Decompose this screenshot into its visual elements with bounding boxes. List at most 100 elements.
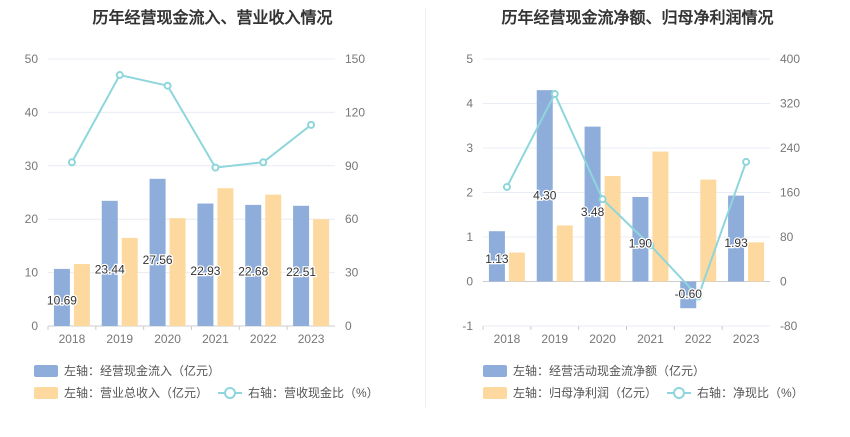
legend-label: 左轴：经营活动现金流净额（亿元） [513,364,706,378]
bar-primary [536,90,553,282]
bar-secondary [556,225,573,282]
ratio-line-point [307,120,316,129]
right-axis-tick-label: 320 [780,97,800,111]
legend-label: 右轴：净现比（%） [697,386,804,400]
ratio-line [71,73,312,169]
bar-primary [149,178,166,326]
bar-primary [53,268,70,326]
ratio-line-point [694,292,703,301]
right-axis-tick-label: 0 [780,275,787,289]
bar-secondary [217,188,234,326]
bar-data-label: -0.60 [675,287,703,301]
bar-primary [632,196,649,282]
x-axis-tick-label: 2018 [59,332,86,346]
bar-data-label: 27.56 [143,253,173,267]
bar-secondary [313,219,330,326]
bar-data-label: 1.90 [629,236,653,250]
x-axis-tick-label: 2019 [106,332,133,346]
chart-panel-left: 历年经营现金流入、营业收入情况 0 10 20 30 40 50 0 30 60 90 120 150… [25,10,379,401]
chart-plot: -1 0 1 2 3 4 5 -80 0 80 160 240 320 400 2018 2019 2020 20… [462,52,800,346]
x-axis-tick-label: 2023 [298,332,325,346]
bar-secondary [73,264,90,326]
bar-data-label: 10.69 [47,293,77,307]
left-axis-tick-label: 2 [466,186,473,200]
bar-secondary [652,151,669,282]
right-axis-tick-label: 400 [780,52,800,66]
chart-plot: 0 10 20 30 40 50 0 30 60 90 120 150 2018 2019 2020 2021… [25,52,366,346]
bar-data-label: 22.68 [238,264,268,278]
bar-data-label: 22.51 [286,265,316,279]
bar-data-label: 22.93 [190,264,220,278]
chart-title: 历年经营现金流净额、归母净利润情况 [501,10,774,27]
right-axis-tick-label: 120 [345,105,365,119]
bar-primary [488,231,505,282]
bar-secondary [508,252,525,282]
bar-primary [197,203,214,326]
bar-data-label: 3.48 [581,205,605,219]
right-axis-tick-label: 0 [345,319,352,333]
bar-secondary [169,218,186,326]
bar-secondary [121,237,138,326]
legend-item-cash-ratio[interactable]: 右轴：营收现金比（%） [218,384,379,401]
legend-item-net-profit[interactable]: 左轴：归母净利润（亿元） [483,384,657,401]
left-axis-tick-label: 20 [25,212,39,226]
bar-data-label: 23.44 [95,263,125,277]
left-axis-tick-label: 0 [31,319,38,333]
left-axis-tick-label: 3 [466,141,473,155]
ratio-line-point [646,241,655,250]
x-axis-tick-label: 2020 [154,332,181,346]
ratio-line-point [163,81,172,90]
bar-primary [680,281,697,309]
bar-primary [245,204,262,326]
ratio-line-point [67,158,76,167]
ratio-line-point [550,90,559,99]
right-axis-tick-label: 90 [345,159,359,173]
x-axis-tick-label: 2018 [494,332,521,346]
chart-panel-right: 历年经营现金流净额、归母净利润情况 -1 0 1 2 3 4 5 -80 0 80 160 240 32… [425,0,850,437]
left-axis-tick-label: 1 [466,230,473,244]
x-axis-tick-label: 2022 [250,332,277,346]
legend-label: 左轴：营业总收入（亿元） [64,386,209,400]
ratio-line [506,91,748,299]
bar-data-label: 1.93 [724,236,748,250]
right-axis-tick-label: 150 [345,52,365,66]
chart-title: 历年经营现金流入、营业收入情况 [92,10,333,27]
left-axis-tick-label: 30 [25,159,39,173]
legend-item-cash-inflow[interactable]: 左轴：经营现金流入（亿元） [34,362,220,379]
bar-primary [584,126,601,282]
x-axis-tick-label: 2022 [685,332,712,346]
legend-label: 左轴：归母净利润（亿元） [513,386,658,400]
legend-line-icon [218,386,242,399]
bar-primary [728,195,745,282]
legend-swatch [34,364,58,377]
legend-item-revenue[interactable]: 左轴：营业总收入（亿元） [34,384,208,401]
legend-item-net-cash-flow[interactable]: 左轴：经营活动现金流净额（亿元） [483,362,705,379]
right-axis-tick-label: 30 [345,266,359,280]
legend-label: 右轴：营收现金比（%） [248,386,379,400]
ratio-line-point [742,157,751,166]
right-axis-tick-label: -80 [780,319,798,333]
ratio-line-point [502,182,511,191]
legend-label: 左轴：经营现金流入（亿元） [64,364,221,378]
legend-swatch [483,386,507,399]
ratio-line-point [211,163,220,172]
bar-data-label: 4.30 [533,188,557,202]
bar-primary [101,200,118,326]
legend-item-net-cash-ratio[interactable]: 右轴：净现比（%） [667,384,804,401]
bar-secondary [748,242,765,282]
left-axis-tick-label: 50 [25,52,39,66]
right-axis-tick-label: 60 [345,212,359,226]
legend-swatch [483,364,507,377]
x-axis-tick-label: 2021 [202,332,229,346]
left-axis-tick-label: -1 [462,319,473,333]
x-axis-tick-label: 2019 [541,332,568,346]
ratio-line-point [115,71,124,80]
bar-primary [293,205,310,326]
right-axis-tick-label: 160 [780,186,800,200]
right-axis-tick-label: 80 [780,230,794,244]
ratio-line-point [598,195,607,204]
bar-secondary [265,194,282,326]
legend-line-icon [667,386,691,399]
x-axis-tick-label: 2023 [733,332,760,346]
right-axis-tick-label: 240 [780,141,800,155]
